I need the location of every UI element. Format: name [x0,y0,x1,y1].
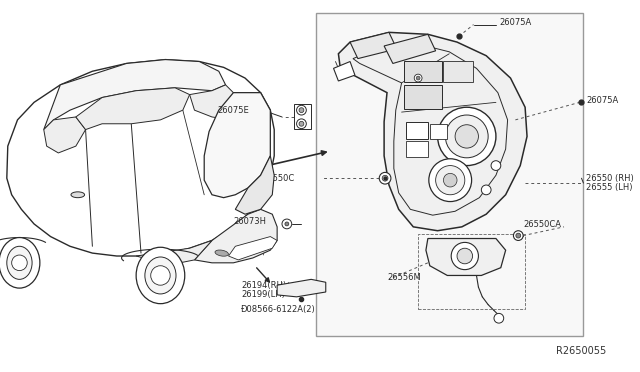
Circle shape [296,105,307,115]
Text: 26199(LH): 26199(LH) [241,291,285,299]
Text: 26075E: 26075E [218,106,250,115]
Text: R2650055: R2650055 [556,346,607,356]
Circle shape [299,108,304,113]
Polygon shape [44,60,225,129]
Polygon shape [204,93,270,198]
Circle shape [444,173,457,187]
Polygon shape [350,32,397,59]
Ellipse shape [71,192,84,198]
Text: 26550CA: 26550CA [523,220,561,230]
Bar [294,104,311,129]
Bar [404,85,442,109]
Text: 26550C: 26550C [262,174,295,183]
Text: 26075A: 26075A [500,18,532,27]
Ellipse shape [7,246,32,279]
Circle shape [414,74,422,82]
Polygon shape [236,156,274,214]
Text: 26075A: 26075A [586,96,619,105]
Polygon shape [277,279,326,297]
Text: Ð08566-6122A(2): Ð08566-6122A(2) [241,305,316,314]
Circle shape [151,266,170,285]
Bar [404,61,442,82]
Polygon shape [195,209,277,263]
Circle shape [481,185,491,195]
Polygon shape [44,117,86,153]
Polygon shape [228,237,277,260]
Text: 26555 (LH): 26555 (LH) [586,183,633,192]
Text: 26073H: 26073H [234,217,266,225]
Polygon shape [333,61,355,81]
Circle shape [438,107,496,166]
Circle shape [513,231,523,240]
Text: 26556M: 26556M [387,273,420,282]
Ellipse shape [136,247,185,304]
Bar [444,61,472,82]
Polygon shape [384,34,436,64]
Circle shape [416,76,420,80]
Bar [406,141,428,157]
Circle shape [299,121,304,126]
Circle shape [516,233,521,238]
Polygon shape [136,240,212,263]
Circle shape [494,313,504,323]
Polygon shape [426,238,506,275]
Ellipse shape [215,250,228,256]
Bar [316,13,584,336]
Circle shape [382,175,388,181]
Polygon shape [76,88,189,129]
Polygon shape [339,32,527,231]
Bar [430,124,447,140]
Circle shape [445,115,488,158]
Ellipse shape [145,257,176,294]
Circle shape [380,172,391,184]
Circle shape [436,166,465,195]
Circle shape [451,243,479,270]
Polygon shape [7,60,274,256]
Ellipse shape [0,238,40,288]
Circle shape [12,255,28,270]
Text: 26194(RH): 26194(RH) [241,281,286,290]
Text: 26550 (RH): 26550 (RH) [586,174,634,183]
Circle shape [296,119,307,129]
Circle shape [429,159,472,202]
Circle shape [282,219,292,229]
Bar [418,234,525,310]
Circle shape [457,248,472,264]
Bar [406,122,428,140]
Polygon shape [189,85,241,120]
Circle shape [455,125,479,148]
Circle shape [491,161,500,170]
Circle shape [285,222,289,226]
